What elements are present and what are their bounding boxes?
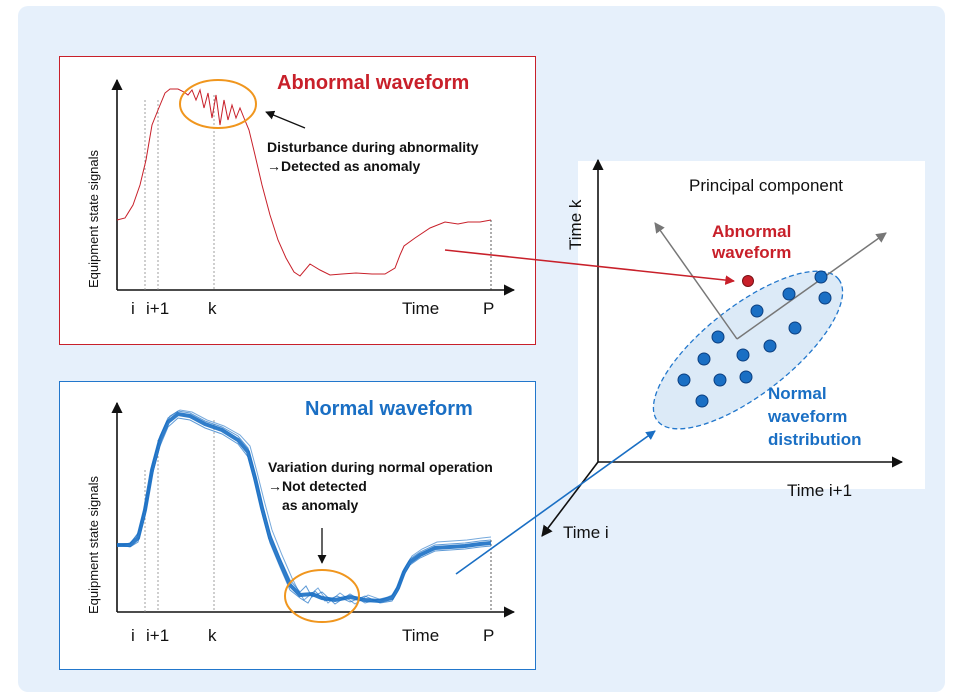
normal-tick-i-plus-1: i+1	[146, 626, 170, 645]
abnormal-tick-i: i	[131, 299, 135, 318]
abnormal-y-axis-label: Equipment state signals	[86, 149, 101, 288]
normal-distribution-label-line1: Normal	[768, 384, 827, 403]
abnormal-axes	[111, 78, 516, 296]
abnormal-tick-time: Time	[402, 299, 440, 318]
normal-annotation-line1: Variation during normal operation	[268, 459, 493, 475]
pca-z-axis-label: Time i	[563, 523, 609, 542]
abnormal-tick-i-plus-1: i+1	[146, 299, 170, 318]
normal-annotation-line3: as anomaly	[282, 497, 359, 513]
abnormal-annotation-line2: →Detected as anomaly	[267, 158, 421, 174]
normal-tick-k: k	[208, 626, 217, 645]
normal-annotation-line2: →Not detected	[268, 478, 367, 494]
pca-y-axis-label: Time k	[566, 199, 585, 250]
principal-component-label: Principal component	[689, 176, 844, 195]
abnormal-waveform-title: Abnormal waveform	[277, 72, 470, 94]
normal-y-axis-label: Equipment state signals	[86, 475, 101, 614]
normal-waveform-title: Normal waveform	[305, 398, 473, 420]
abnormal-tick-k: k	[208, 299, 217, 318]
pca-x-axis-label: Time i+1	[787, 481, 853, 500]
normal-mapping-arrow	[455, 430, 656, 575]
principal-component-axes	[654, 222, 887, 340]
abnormal-annotation-line1: Disturbance during abnormality	[267, 139, 479, 155]
normal-axes	[111, 401, 516, 618]
abnormal-point-label-line2: waveform	[712, 243, 792, 262]
normal-waveform-bundle	[116, 409, 492, 605]
abnormal-mapping-arrow	[444, 249, 735, 285]
normal-waveform-panel	[59, 381, 536, 670]
abnormal-waveform-line	[116, 88, 492, 277]
abnormal-point-label-line1: Abnormal	[712, 222, 792, 241]
abnormal-point	[742, 275, 754, 287]
pca-axes	[541, 158, 904, 537]
abnormal-tick-p: P	[483, 299, 495, 318]
abnormal-waveform-panel	[59, 56, 536, 345]
normal-distribution-label-line2: waveform	[768, 407, 848, 426]
abnormal-highlight-ellipse	[179, 79, 257, 129]
normal-tick-time: Time	[402, 626, 440, 645]
normal-points	[677, 270, 832, 408]
normal-tick-i: i	[131, 626, 135, 645]
normal-distribution-label-line3: distribution	[768, 430, 862, 449]
normal-highlight-ellipse	[284, 569, 360, 623]
normal-tick-p: P	[483, 626, 495, 645]
